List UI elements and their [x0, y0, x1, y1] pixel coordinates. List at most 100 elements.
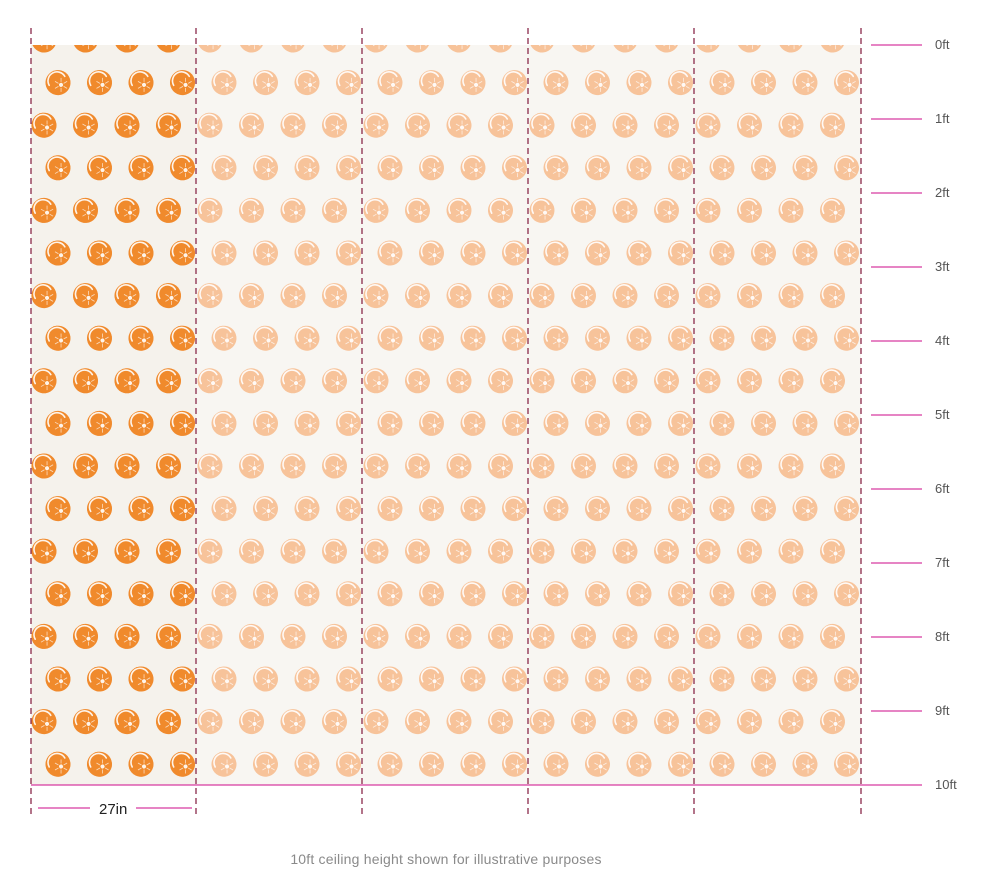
orange-slice-icon	[211, 666, 237, 692]
orange-slice-icon	[626, 666, 652, 692]
orange-slice-icon	[502, 666, 527, 692]
orange-slice-icon	[488, 709, 513, 735]
orange-slice-icon	[322, 283, 347, 309]
orange-slice-icon	[709, 666, 735, 692]
orange-slice-icon	[45, 751, 71, 777]
orange-slice-icon	[41, 0, 75, 14]
orange-slice-icon	[317, 790, 351, 824]
orange-slice-icon	[460, 325, 486, 351]
orange-slice-icon	[31, 283, 57, 309]
orange-slice-icon	[336, 325, 361, 351]
orange-slice-icon	[114, 538, 140, 564]
orange-slice-icon	[280, 709, 306, 735]
orange-slice-icon	[73, 538, 98, 564]
orange-slice-icon	[608, 790, 642, 824]
orange-slice-icon	[405, 368, 430, 394]
orange-slice-icon	[322, 197, 347, 223]
orange-slice-icon	[612, 709, 638, 735]
orange-slice-icon	[502, 751, 527, 777]
orange-slice-icon	[128, 240, 154, 266]
orange-slice-icon	[156, 453, 181, 479]
orange-slice-icon	[170, 70, 195, 96]
orange-slice-icon	[336, 410, 361, 436]
orange-slice-icon	[280, 45, 306, 53]
orange-slice-icon	[497, 0, 531, 14]
orange-slice-icon	[239, 538, 264, 564]
orange-slice-icon	[170, 325, 195, 351]
orange-slice-icon	[834, 155, 859, 181]
orange-slice-icon	[746, 0, 780, 14]
orange-slice-icon	[792, 70, 818, 96]
orange-slice-icon	[654, 197, 679, 223]
orange-slice-icon	[211, 240, 237, 266]
orange-slice-icon	[612, 197, 638, 223]
orange-slice-icon	[377, 155, 403, 181]
orange-slice-icon	[27, 790, 61, 824]
orange-slice-icon	[377, 410, 403, 436]
orange-slice-icon	[585, 70, 610, 96]
orange-slice-icon	[405, 112, 430, 138]
orange-slice-icon	[322, 623, 347, 649]
orange-slice-icon	[820, 112, 845, 138]
orange-slice-icon	[87, 410, 112, 436]
orange-slice-icon	[792, 410, 818, 436]
orange-slice-icon	[128, 496, 154, 522]
orange-slice-icon	[82, 0, 116, 14]
orange-slice-icon	[502, 155, 527, 181]
orange-slice-icon	[612, 283, 638, 309]
orange-slice-icon	[31, 623, 57, 649]
orange-slice-icon	[543, 751, 569, 777]
orange-slice-icon	[363, 538, 389, 564]
orange-slice-icon	[834, 496, 859, 522]
orange-slice-icon	[871, 321, 905, 355]
orange-slice-icon	[502, 496, 527, 522]
orange-slice-icon	[331, 0, 365, 14]
orange-slice-icon	[871, 662, 905, 696]
orange-slice-icon	[73, 709, 98, 735]
orange-slice-icon	[156, 623, 181, 649]
orange-slice-icon	[419, 325, 444, 351]
orange-slice-icon	[363, 368, 389, 394]
orange-slice-icon	[626, 581, 652, 607]
orange-slice-icon	[156, 197, 181, 223]
orange-slice-icon	[128, 666, 154, 692]
orange-slice-icon	[377, 666, 403, 692]
orange-slice-icon	[834, 666, 859, 692]
orange-slice-icon	[280, 623, 306, 649]
orange-slice-icon	[197, 623, 223, 649]
orange-slice-icon	[695, 709, 721, 735]
orange-slice-icon	[87, 155, 112, 181]
orange-slice-icon	[571, 45, 596, 53]
orange-slice-icon	[820, 538, 845, 564]
orange-slice-icon	[871, 236, 905, 270]
ruler-label: 1ft	[935, 111, 950, 126]
orange-slice-icon	[792, 155, 818, 181]
orange-slice-icon	[460, 751, 486, 777]
orange-slice-icon	[668, 410, 693, 436]
orange-slice-icon	[709, 496, 735, 522]
orange-slice-icon	[336, 666, 361, 692]
orange-slice-icon	[792, 581, 818, 607]
orange-slice-icon	[45, 70, 71, 96]
orange-slice-icon	[253, 410, 278, 436]
orange-slice-icon	[363, 623, 389, 649]
orange-slice-icon	[294, 155, 320, 181]
orange-slice-icon	[73, 453, 98, 479]
orange-slice-icon	[709, 581, 735, 607]
orange-slice-icon	[898, 108, 932, 142]
orange-slice-icon	[280, 368, 306, 394]
orange-slice-icon	[239, 112, 264, 138]
orange-slice-icon	[525, 790, 559, 824]
orange-slice-icon	[45, 325, 71, 351]
orange-slice-icon	[211, 410, 237, 436]
orange-slice-icon	[695, 197, 721, 223]
orange-slice-icon	[585, 240, 610, 266]
orange-slice-icon	[211, 155, 237, 181]
orange-slice-icon	[543, 155, 569, 181]
orange-slice-icon	[446, 453, 472, 479]
orange-slice-icon	[529, 45, 555, 53]
panel-seam-guides	[30, 28, 862, 818]
highlighted-pattern	[31, 0, 195, 777]
orange-slice-icon	[585, 751, 610, 777]
orange-slice-icon	[73, 45, 98, 53]
